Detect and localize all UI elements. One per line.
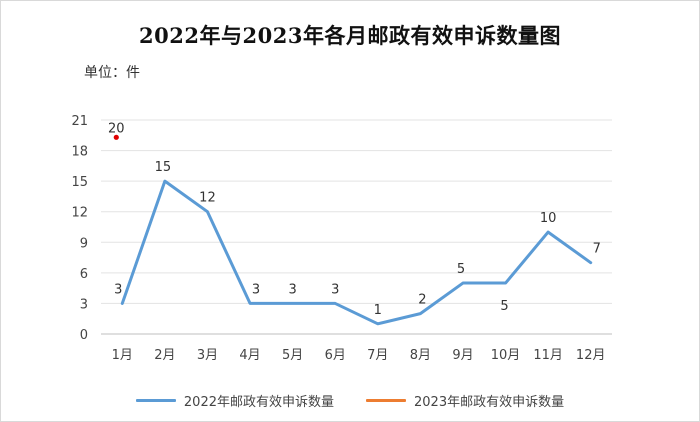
x-axis: 1月 2月 3月 4月 5月 6月 7月 8月 9月 10月 11月 12月 (112, 348, 606, 363)
unit-label: 单位：件 (84, 65, 140, 81)
data-label: 3 (114, 282, 122, 297)
x-tick-label: 11月 (533, 348, 563, 363)
x-tick-label: 6月 (325, 348, 346, 363)
series-line-0 (120, 179, 593, 326)
y-tick-label: 21 (71, 114, 88, 129)
legend-label-2022: 2022年邮政有效申诉数量 (183, 394, 334, 410)
data-label: 10 (540, 211, 557, 226)
x-tick-label: 1月 (112, 348, 133, 363)
y-tick-label: 9 (80, 236, 88, 251)
y-axis: 0 3 6 9 12 15 18 21 (71, 114, 88, 343)
x-tick-label: 9月 (452, 348, 473, 363)
data-point-2023 (113, 134, 119, 140)
x-tick-label: 3月 (197, 348, 218, 363)
x-tick-label: 2月 (154, 348, 175, 363)
legend-item-2023: 2023年邮政有效申诉数量 (366, 391, 564, 410)
x-tick-label: 12月 (576, 348, 606, 363)
legend-label-2023: 2023年邮政有效申诉数量 (414, 394, 565, 410)
legend-swatch-2022 (135, 398, 176, 402)
legend-swatch-2023 (366, 398, 406, 402)
y-tick-label: 6 (80, 267, 88, 282)
chart-title: 2022年与2023年各月邮政有效申诉数量图 (139, 23, 561, 48)
data-label: 20 (108, 121, 125, 136)
data-label: 5 (457, 262, 465, 277)
data-label: 5 (500, 299, 508, 314)
y-tick-label: 18 (71, 145, 88, 160)
data-label: 1 (374, 303, 382, 318)
data-label: 15 (155, 160, 172, 175)
x-tick-label: 8月 (410, 348, 431, 363)
data-label: 3 (331, 282, 339, 297)
data-label: 7 (593, 242, 601, 257)
data-label: 2 (418, 293, 426, 308)
gridlines (101, 119, 612, 335)
y-tick-label: 12 (71, 206, 88, 221)
data-label: 3 (288, 282, 296, 297)
legend: 2022年邮政有效申诉数量 2023年邮政有效申诉数量 (0, 388, 700, 412)
x-tick-label: 5月 (282, 348, 303, 363)
y-tick-label: 0 (80, 328, 88, 343)
x-tick-label: 10月 (491, 348, 521, 363)
data-label: 3 (252, 282, 260, 297)
data-label: 12 (199, 191, 216, 206)
legend-item-2022: 2022年邮政有效申诉数量 (135, 391, 334, 410)
y-tick-label: 3 (80, 297, 88, 312)
y-tick-label: 15 (71, 175, 88, 190)
x-tick-label: 4月 (239, 348, 260, 363)
x-tick-label: 7月 (367, 348, 388, 363)
